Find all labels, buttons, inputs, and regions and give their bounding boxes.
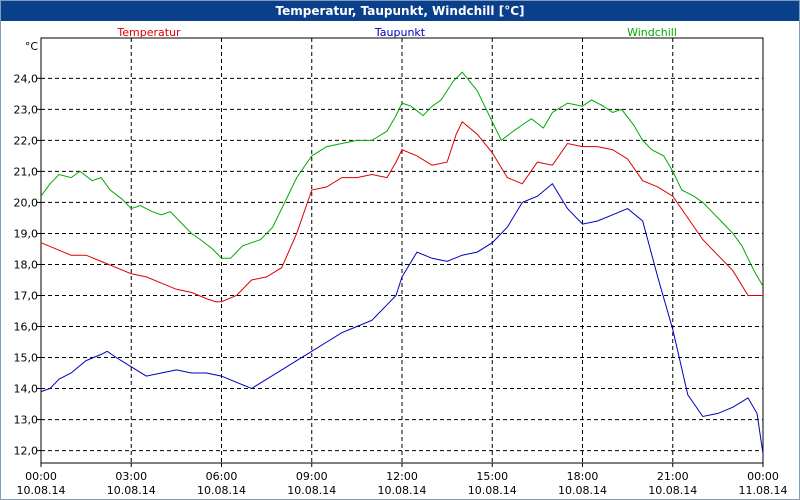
x-tick-label-date: 10.08.14: [287, 484, 336, 497]
y-tick-label: 21,0: [14, 165, 39, 178]
x-tick-label-time: 12:00: [386, 470, 418, 483]
x-tick-label-date: 10.08.14: [378, 484, 427, 497]
y-tick-label: 18,0: [14, 258, 39, 271]
y-tick-label: 16,0: [14, 321, 39, 334]
legend-entry-temperatur: Temperatur: [116, 26, 181, 39]
legend-entry-taupunkt: Taupunkt: [374, 26, 426, 39]
y-tick-label: 13,0: [14, 414, 39, 427]
x-tick-label-time: 18:00: [567, 470, 599, 483]
x-tick-label-date: 10.08.14: [197, 484, 246, 497]
x-tick-label-date: 11.08.14: [739, 484, 788, 497]
window-title: Temperatur, Taupunkt, Windchill [°C]: [1, 1, 799, 21]
y-axis-label: °C: [25, 40, 39, 53]
x-tick-label-date: 10.08.14: [17, 484, 66, 497]
y-tick-label: 19,0: [14, 227, 39, 240]
legend-entry-windchill: Windchill: [627, 26, 677, 39]
x-tick-label-time: 21:00: [657, 470, 689, 483]
x-tick-label-date: 10.08.14: [648, 484, 697, 497]
x-tick-label-time: 03:00: [115, 470, 147, 483]
series-line-temperatur: [40, 121, 763, 303]
x-tick-label-date: 10.08.14: [558, 484, 607, 497]
y-tick-label: 22,0: [14, 134, 39, 147]
x-tick-label-date: 10.08.14: [107, 484, 156, 497]
y-tick-label: 15,0: [14, 352, 39, 365]
x-tick-label-time: 15:00: [476, 470, 508, 483]
y-tick-label: 24,0: [14, 72, 39, 85]
y-tick-label: 20,0: [14, 196, 39, 209]
y-tick-label: 12,0: [14, 445, 39, 458]
x-tick-label-time: 09:00: [296, 470, 328, 483]
x-tick-label-time: 00:00: [747, 470, 779, 483]
y-tick-label: 23,0: [14, 103, 39, 116]
x-tick-label-time: 06:00: [206, 470, 238, 483]
y-tick-label: 17,0: [14, 289, 39, 302]
x-tick-label-time: 00:00: [25, 470, 57, 483]
y-tick-label: 14,0: [14, 383, 39, 396]
x-tick-label-date: 10.08.14: [468, 484, 517, 497]
series-line-windchill: [40, 71, 764, 287]
series-line-taupunkt: [40, 183, 764, 454]
